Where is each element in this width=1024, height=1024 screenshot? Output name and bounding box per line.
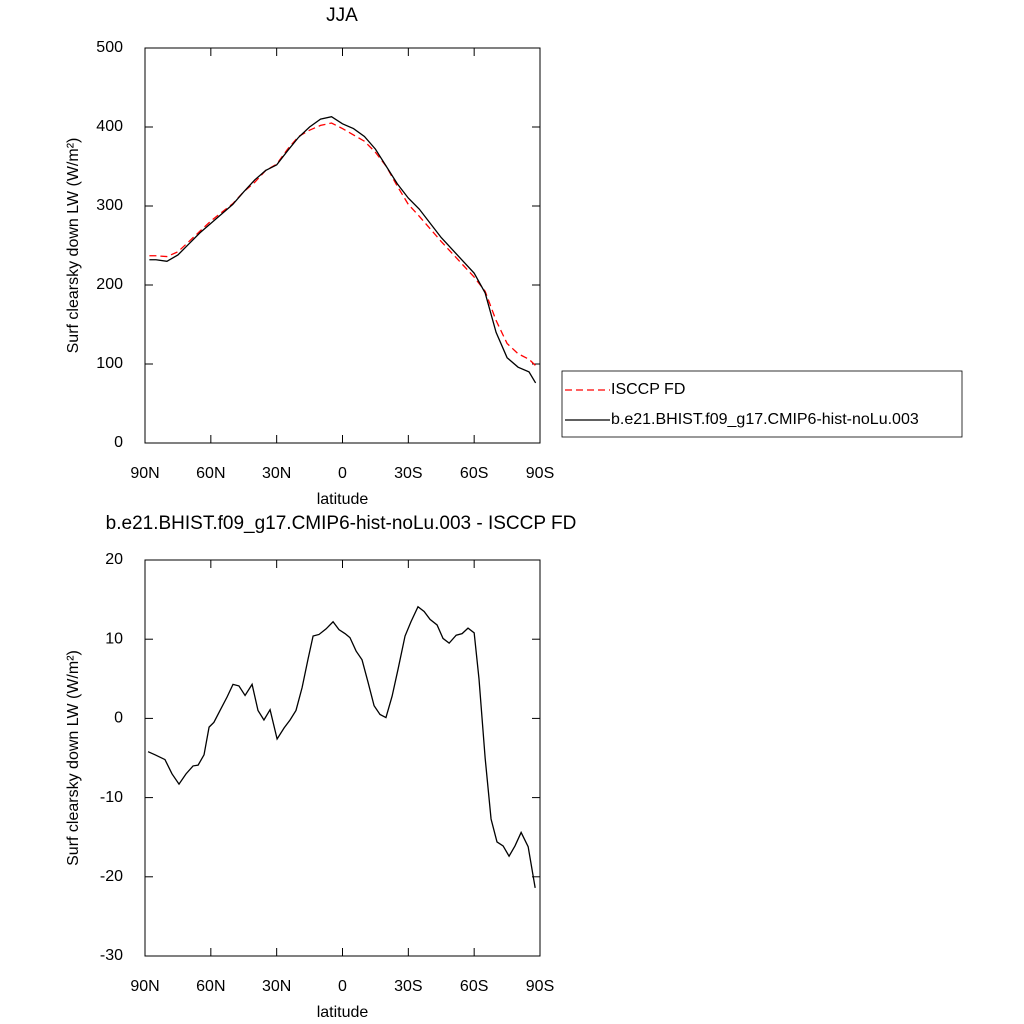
y-tick-label: 20 (105, 551, 123, 568)
x-tick-label: 0 (338, 978, 347, 995)
legend-box (561, 370, 963, 438)
y-tick-label: -20 (100, 868, 123, 885)
y-axis-label: Surf clearsky down LW (W/m²) (65, 138, 82, 354)
x-axis-label: latitude (317, 491, 369, 508)
legend-label: ISCCP FD (611, 381, 685, 398)
chart-title: b.e21.BHIST.f09_g17.CMIP6-hist-noLu.003 … (106, 513, 577, 534)
y-tick-label: 10 (105, 630, 123, 647)
y-tick-label: 0 (114, 710, 123, 727)
y-axis-label: Surf clearsky down LW (W/m²) (65, 650, 82, 866)
x-tick-label: 60N (196, 465, 225, 482)
y-tick-label: 300 (96, 197, 123, 214)
x-tick-label: 90N (130, 465, 159, 482)
x-tick-label: 60N (196, 978, 225, 995)
x-tick-label: 30N (262, 465, 291, 482)
x-tick-label: 90N (130, 978, 159, 995)
chart-title: JJA (326, 5, 358, 26)
x-tick-label: 60S (460, 978, 488, 995)
y-tick-label: 400 (96, 118, 123, 135)
x-tick-label: 30S (394, 465, 422, 482)
y-tick-label: -30 (100, 947, 123, 964)
x-axis-label: latitude (317, 1004, 369, 1021)
y-tick-label: 200 (96, 276, 123, 293)
y-tick-label: 500 (96, 39, 123, 56)
data-line (149, 122, 537, 367)
plot-frame (144, 559, 541, 957)
x-tick-label: 60S (460, 465, 488, 482)
y-tick-label: -10 (100, 789, 123, 806)
x-tick-label: 30N (262, 978, 291, 995)
y-tick-label: 100 (96, 355, 123, 372)
x-tick-label: 90S (526, 978, 554, 995)
data-line (149, 116, 537, 384)
legend-label: b.e21.BHIST.f09_g17.CMIP6-hist-noLu.003 (611, 411, 919, 428)
x-tick-label: 90S (526, 465, 554, 482)
x-tick-label: 0 (338, 465, 347, 482)
y-tick-label: 0 (114, 434, 123, 451)
x-tick-label: 30S (394, 978, 422, 995)
data-line (147, 605, 536, 888)
plot-frame (144, 47, 541, 444)
